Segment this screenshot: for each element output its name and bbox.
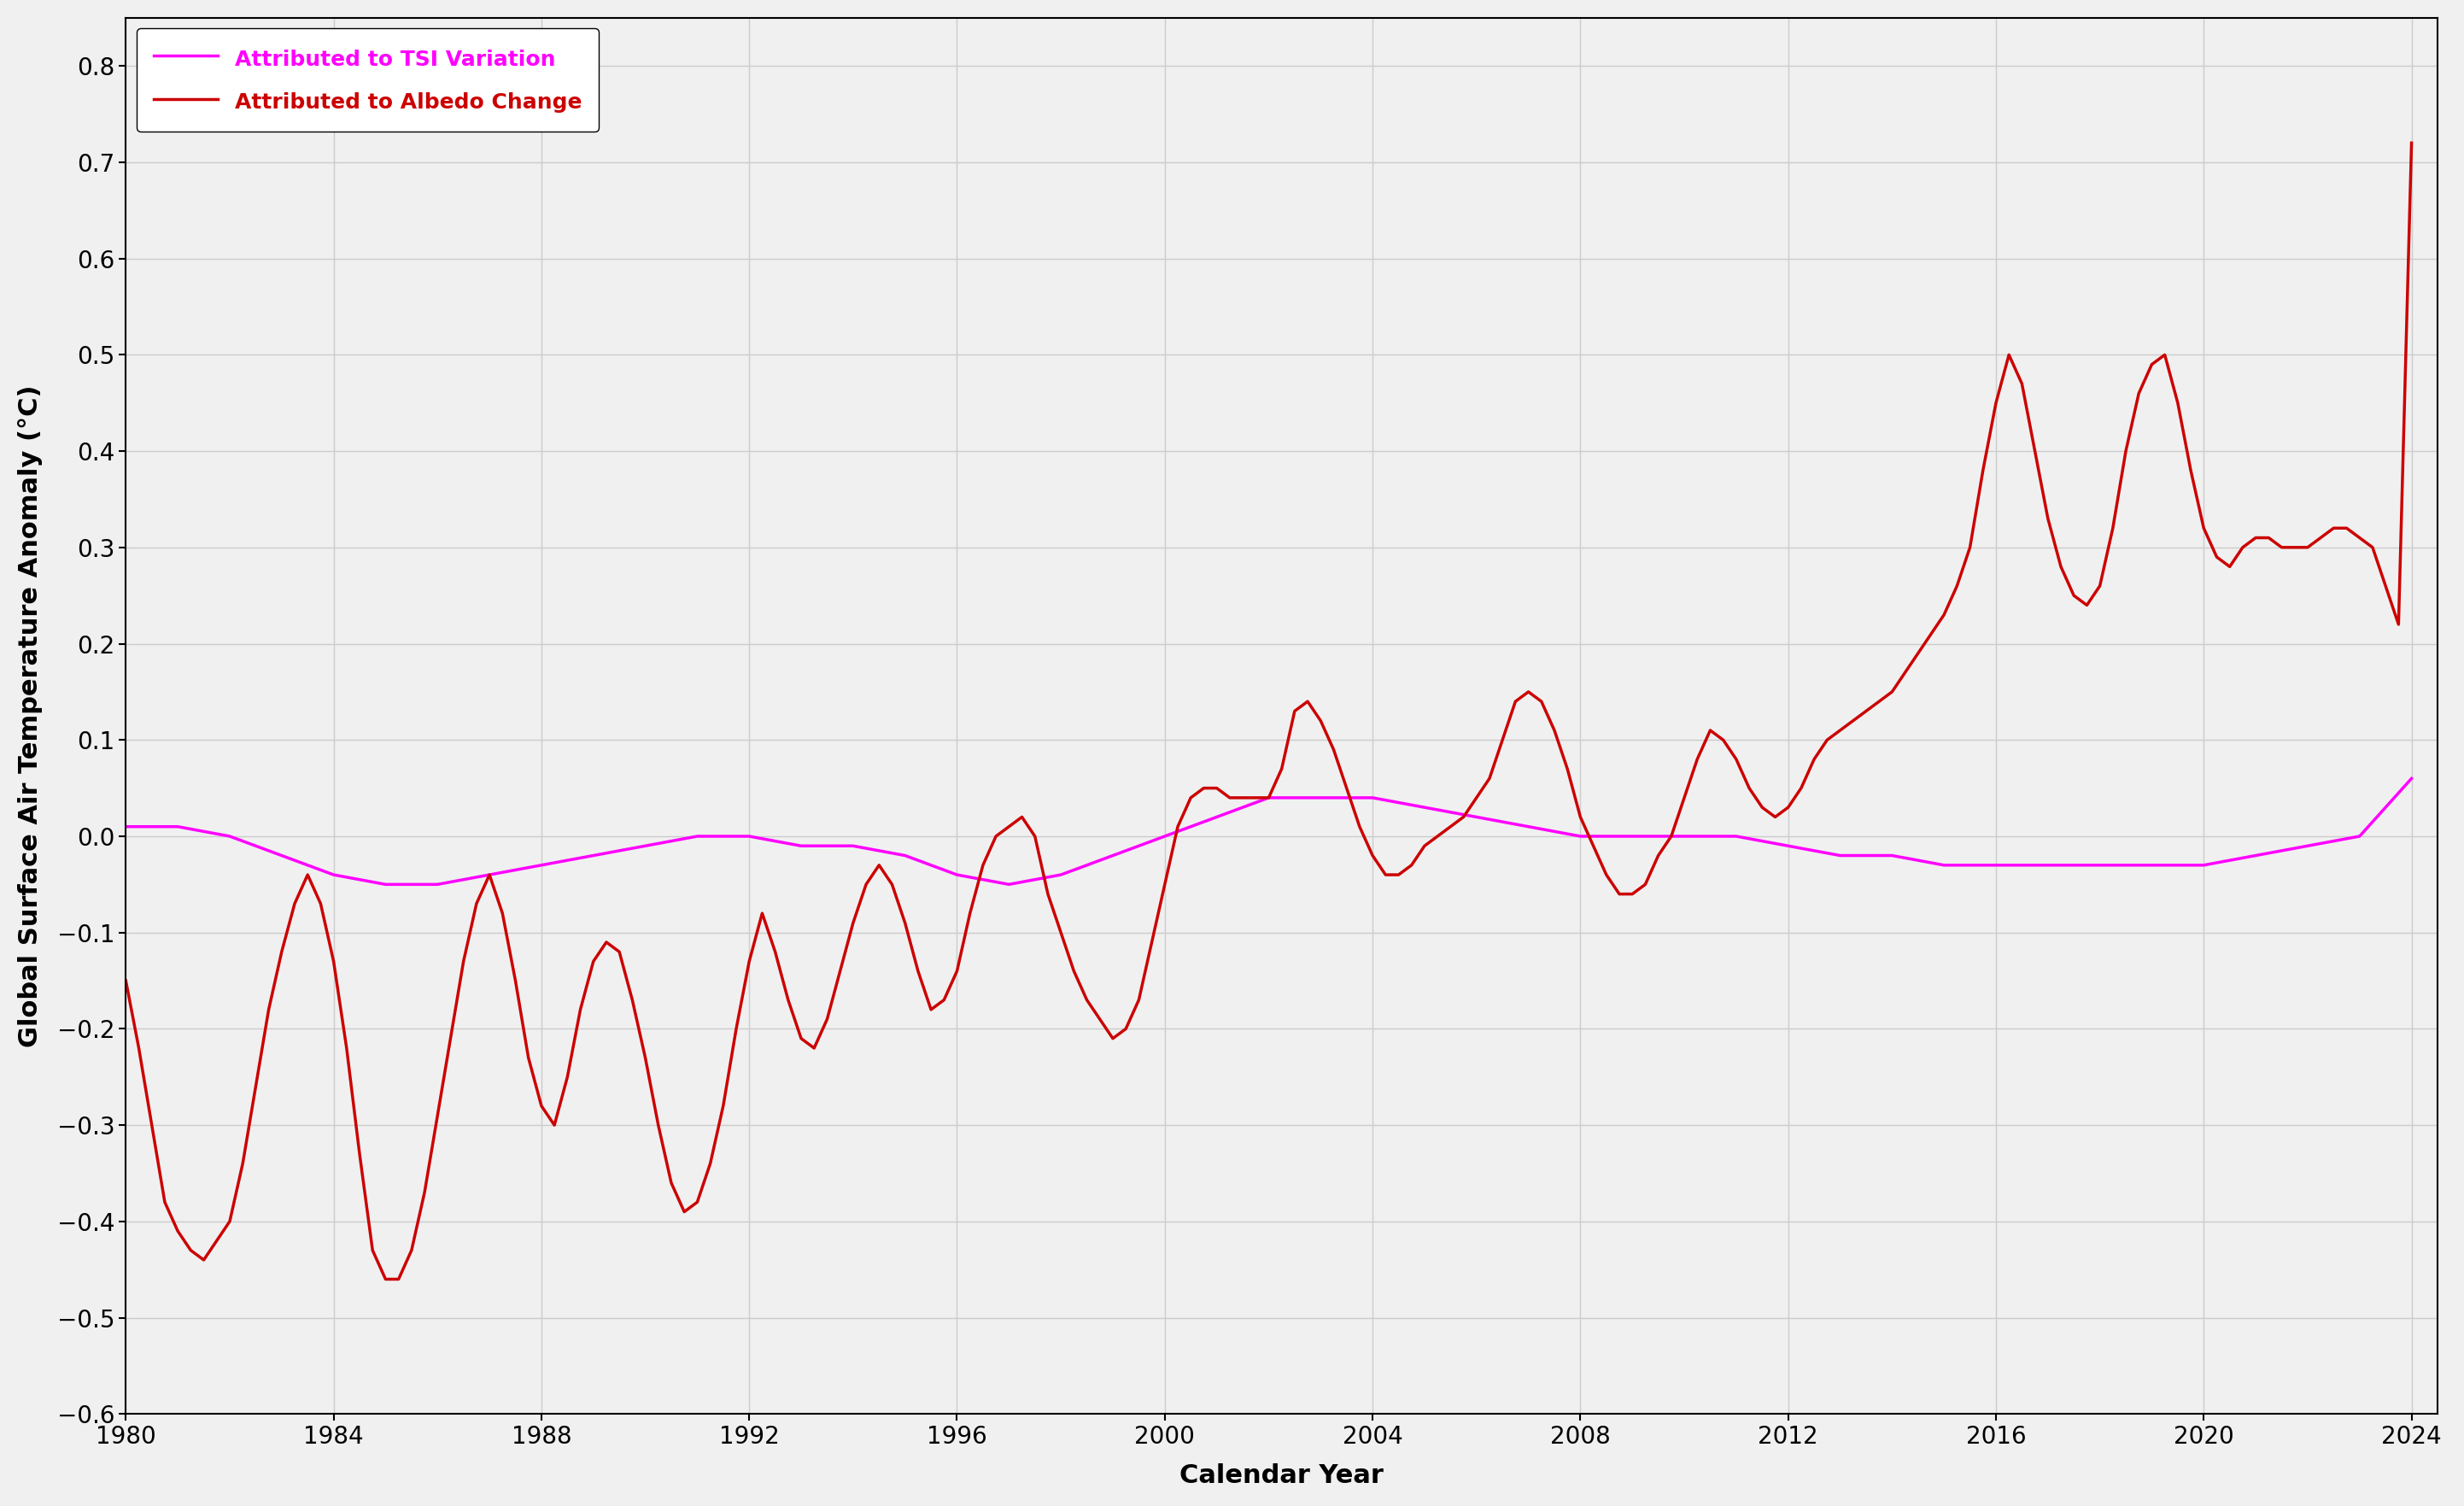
Attributed to TSI Variation — [2085, 855, 2114, 873]
Attributed to TSI Variation — [2033, 855, 2062, 873]
Attributed to TSI Variation — [1722, 827, 1752, 845]
Attributed to TSI Variation — [2188, 855, 2218, 873]
Attributed to TSI Variation — [1826, 846, 1855, 864]
Attributed to TSI Variation — [1202, 809, 1232, 827]
X-axis label: Calendar Year: Calendar Year — [1180, 1464, 1385, 1488]
Attributed to TSI Variation — [1565, 827, 1594, 845]
Line: Attributed to TSI Variation: Attributed to TSI Variation — [126, 779, 2412, 884]
Attributed to TSI Variation — [424, 875, 453, 893]
Attributed to TSI Variation — [1461, 809, 1491, 827]
Attributed to Albedo Change — [850, 875, 880, 893]
Attributed to TSI Variation — [786, 837, 816, 855]
Attributed to TSI Variation — [1099, 846, 1129, 864]
Attributed to TSI Variation — [1878, 846, 1907, 864]
Line: Attributed to Albedo Change: Attributed to Albedo Change — [126, 143, 2412, 1279]
Attributed to TSI Variation — [266, 846, 296, 864]
Attributed to TSI Variation — [993, 875, 1023, 893]
Attributed to TSI Variation — [890, 846, 919, 864]
Attributed to TSI Variation — [370, 875, 399, 893]
Attributed to TSI Variation — [1513, 818, 1542, 836]
Attributed to TSI Variation — [1616, 827, 1646, 845]
Attributed to Albedo Change — [111, 971, 140, 989]
Legend: Attributed to TSI Variation, Attributed to Albedo Change: Attributed to TSI Variation, Attributed … — [136, 29, 599, 133]
Attributed to TSI Variation — [631, 837, 660, 855]
Attributed to TSI Variation — [111, 818, 140, 836]
Attributed to Albedo Change — [1528, 693, 1557, 711]
Attributed to TSI Variation — [2346, 827, 2375, 845]
Attributed to Albedo Change — [1786, 779, 1816, 797]
Attributed to TSI Variation — [1774, 837, 1804, 855]
Attributed to TSI Variation — [683, 827, 712, 845]
Attributed to TSI Variation — [318, 866, 347, 884]
Attributed to TSI Variation — [2240, 846, 2269, 864]
Attributed to Albedo Change — [2397, 134, 2427, 152]
Attributed to TSI Variation — [2397, 770, 2427, 788]
Attributed to TSI Variation — [1306, 789, 1335, 807]
Attributed to TSI Variation — [1929, 855, 1959, 873]
Attributed to TSI Variation — [476, 866, 505, 884]
Attributed to TSI Variation — [163, 818, 192, 836]
Attributed to TSI Variation — [2294, 837, 2324, 855]
Attributed to TSI Variation — [941, 866, 971, 884]
Attributed to TSI Variation — [527, 855, 557, 873]
Attributed to TSI Variation — [214, 827, 244, 845]
Attributed to TSI Variation — [1254, 789, 1284, 807]
Attributed to Albedo Change — [1473, 770, 1503, 788]
Attributed to TSI Variation — [838, 837, 867, 855]
Attributed to Albedo Change — [2072, 596, 2102, 614]
Attributed to TSI Variation — [579, 846, 609, 864]
Attributed to TSI Variation — [1671, 827, 1700, 845]
Attributed to Albedo Change — [370, 1270, 399, 1288]
Attributed to TSI Variation — [1981, 855, 2011, 873]
Attributed to TSI Variation — [2136, 855, 2166, 873]
Attributed to TSI Variation — [1358, 789, 1387, 807]
Attributed to Albedo Change — [774, 991, 803, 1009]
Y-axis label: Global Surface Air Temperature Anomaly (°C): Global Surface Air Temperature Anomaly (… — [17, 384, 42, 1047]
Attributed to TSI Variation — [734, 827, 764, 845]
Attributed to TSI Variation — [1151, 827, 1180, 845]
Attributed to TSI Variation — [1047, 866, 1077, 884]
Attributed to TSI Variation — [1409, 798, 1439, 816]
